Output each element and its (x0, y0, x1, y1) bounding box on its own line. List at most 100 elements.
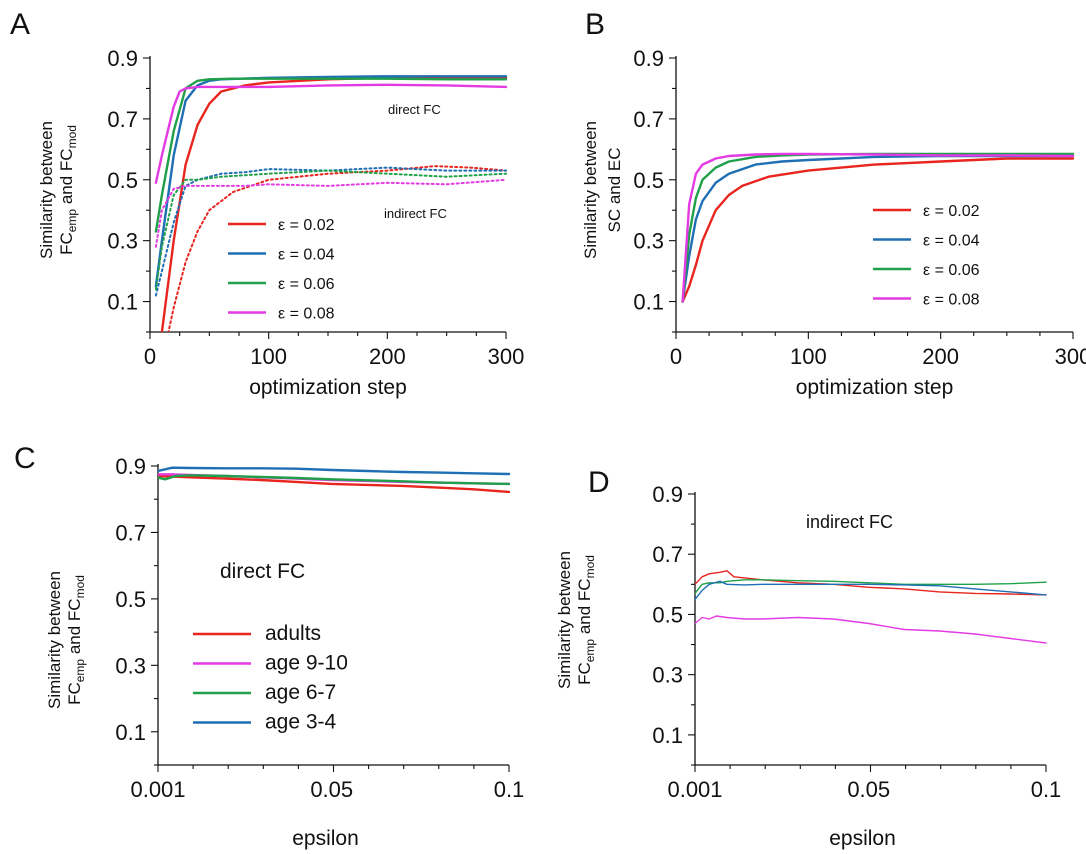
series-line (160, 76, 508, 332)
x-tick-label: 100 (790, 344, 827, 369)
y-axis-title-line2: FCemp and FCmod (575, 555, 597, 685)
series-line (158, 466, 511, 476)
y-axis-title: Similarity between FCemp and FCmod (45, 571, 87, 709)
series-line (681, 154, 1075, 303)
legend-label: ε = 0.02 (278, 217, 335, 234)
series-group (158, 466, 511, 494)
legend-label: ε = 0.08 (923, 292, 980, 309)
x-tick-label: 200 (922, 344, 959, 369)
y-tick-label: 0.7 (107, 107, 138, 132)
series-line (695, 615, 1047, 644)
y-axis-title-line2: FCemp and FCmod (65, 575, 87, 705)
y-tick-label: 0.5 (652, 602, 683, 627)
panel-letter: D (588, 466, 610, 499)
y-axis-title-line1: Similarity between (555, 551, 574, 689)
legend-label: ε = 0.02 (923, 203, 980, 220)
annotation-indirect-fc: indirect FC (384, 206, 447, 221)
y-axis-title-line1: Similarity between (37, 121, 56, 259)
x-tick-label: 0.05 (847, 777, 890, 802)
legend-label: age 9-10 (265, 652, 348, 675)
x-tick-label: 0.1 (1031, 777, 1062, 802)
series-line (154, 169, 507, 291)
x-tick-label: 0.001 (130, 777, 185, 802)
legend: ε = 0.02 ε = 0.04 ε = 0.06 ε = 0.08 (873, 203, 980, 309)
panel-c: C 0.1 0.3 0.5 0.7 0.9 0.001 0.05 0.1 epsilon Simil… (14, 442, 524, 850)
series-line (158, 474, 511, 494)
x-tick-label: 300 (488, 344, 525, 369)
legend-label: age 3-4 (265, 711, 337, 734)
x-tick-label: 0.1 (494, 777, 525, 802)
x-tick-label: 0.05 (310, 777, 353, 802)
y-tick-label: 0.1 (633, 290, 664, 315)
legend-label: ε = 0.04 (923, 233, 980, 250)
series-group (681, 152, 1075, 303)
legend-label: adults (265, 622, 321, 645)
panel-d: D 0.1 0.3 0.5 0.7 0.9 0.001 0.05 0.1 epsilon Simil… (555, 466, 1061, 850)
annotation-direct-fc: direct FC (388, 102, 441, 117)
legend-label: ε = 0.06 (923, 262, 980, 279)
y-tick-label: 0.7 (633, 107, 664, 132)
legend-label: ε = 0.04 (278, 247, 335, 264)
y-tick-label: 0.9 (633, 46, 664, 71)
series-line (154, 178, 507, 248)
y-axis-title-line2: FCemp and FCmod (57, 125, 79, 255)
y-axis-title: Similarity between SC and EC (581, 121, 624, 259)
y-tick-label: 0.9 (652, 482, 683, 507)
x-tick-label: 0 (670, 344, 682, 369)
series-line (158, 474, 511, 486)
x-axis-title: epsilon (292, 827, 359, 850)
y-tick-label: 0.5 (633, 168, 664, 193)
annotation-indirect-fc: indirect FC (806, 512, 893, 532)
y-tick-label: 0.9 (107, 46, 138, 71)
legend-label: ε = 0.08 (278, 306, 335, 323)
x-tick-label: 0.001 (667, 777, 722, 802)
y-tick-label: 0.7 (652, 542, 683, 567)
series-group (695, 570, 1047, 644)
series-line (681, 157, 1075, 303)
y-tick-label: 0.3 (633, 229, 664, 254)
legend: ε = 0.02 ε = 0.04 ε = 0.06 ε = 0.08 (228, 217, 335, 323)
series-line (695, 570, 1047, 596)
panel-a: A 0.1 0.3 0.5 0.7 0.9 0 100 200 300 optimization s… (10, 8, 524, 399)
y-tick-label: 0.5 (107, 168, 138, 193)
series-line (695, 580, 1047, 601)
x-tick-label: 0 (144, 344, 156, 369)
y-tick-label: 0.3 (115, 653, 146, 678)
y-axis-title-line1: Similarity between (581, 121, 600, 259)
y-tick-label: 0.5 (115, 587, 146, 612)
y-axis-title-line1: Similarity between (45, 571, 64, 709)
panel-letter: B (585, 8, 605, 41)
y-tick-label: 0.7 (115, 520, 146, 545)
x-tick-label: 300 (1055, 344, 1086, 369)
series-line (681, 152, 1075, 303)
series-line (681, 152, 1075, 303)
series-line (695, 579, 1047, 595)
x-tick-label: 200 (369, 344, 406, 369)
series-line (154, 77, 508, 233)
y-axis-title-line2: SC and EC (605, 147, 624, 232)
y-axis-title: Similarity between FCemp and FCmod (555, 551, 597, 689)
x-axis-title: epsilon (829, 827, 896, 850)
y-tick-label: 0.3 (107, 229, 138, 254)
legend-label: age 6-7 (265, 681, 336, 704)
y-tick-label: 0.1 (115, 720, 146, 745)
y-tick-label: 0.9 (115, 454, 146, 479)
series-line (154, 83, 508, 185)
y-tick-label: 0.1 (652, 723, 683, 748)
x-tick-label: 100 (250, 344, 287, 369)
panel-letter: A (10, 8, 30, 41)
series-group (154, 75, 508, 332)
series-line (154, 166, 507, 297)
x-axis-title: optimization step (796, 376, 954, 399)
x-axis-title: optimization step (249, 376, 407, 399)
legend: adults age 9-10 age 6-7 age 3-4 (193, 622, 348, 734)
panel-letter: C (14, 442, 36, 475)
y-tick-label: 0.3 (652, 663, 683, 688)
series-line (167, 165, 507, 332)
panel-b: B 0.1 0.3 0.5 0.7 0.9 0 100 200 300 optimization s… (581, 8, 1086, 399)
annotation-direct-fc: direct FC (220, 560, 305, 583)
y-axis-title: Similarity between FCemp and FCmod (37, 121, 79, 259)
y-tick-label: 0.1 (107, 290, 138, 315)
legend-label: ε = 0.06 (278, 276, 335, 293)
